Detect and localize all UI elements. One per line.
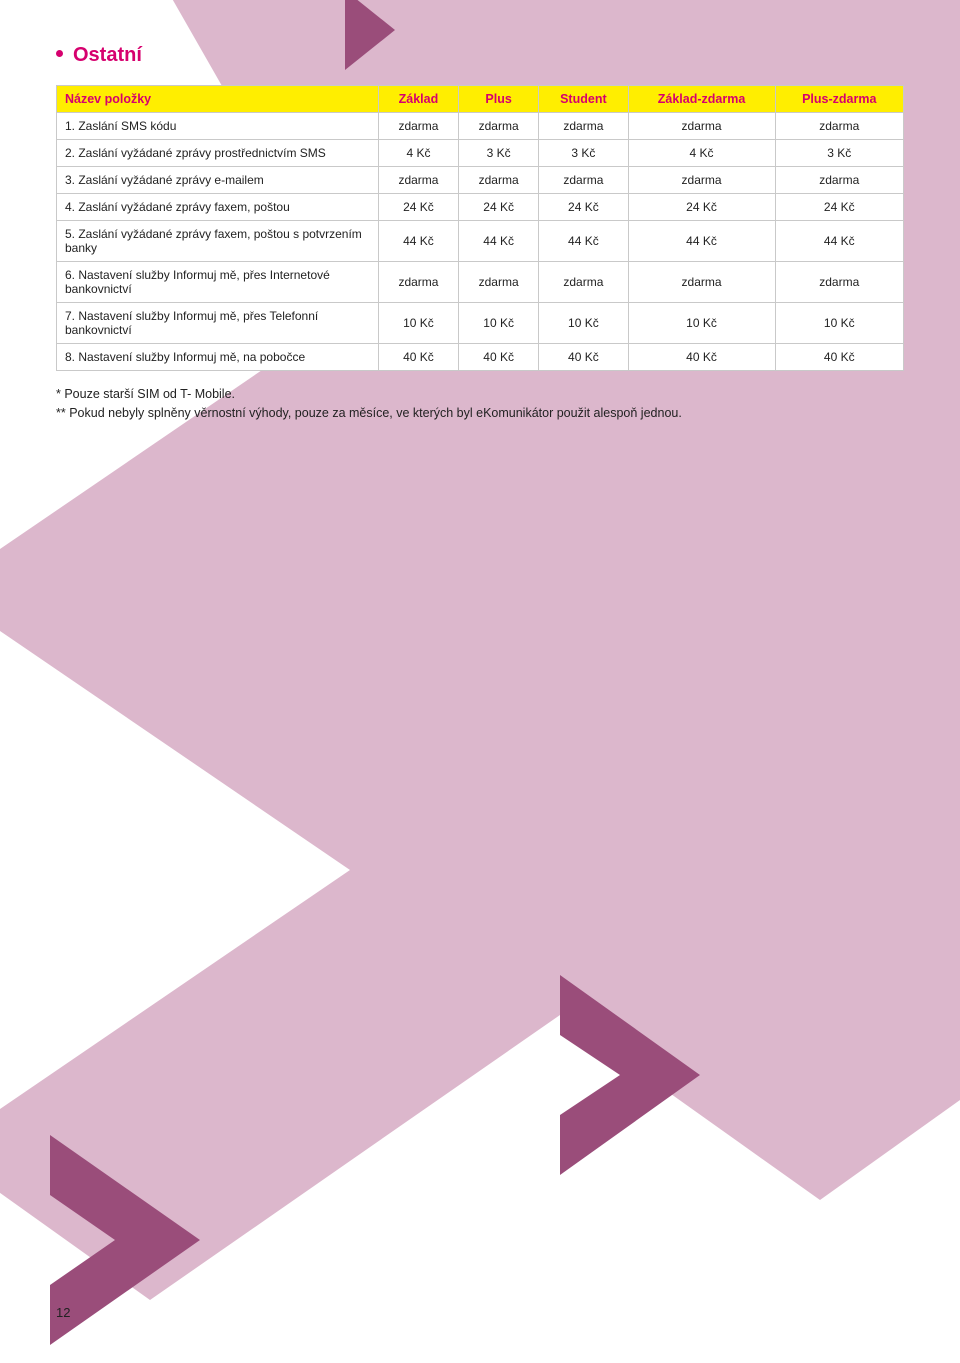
cell: 3 Kč: [775, 140, 903, 167]
cell: 40 Kč: [628, 344, 775, 371]
col-header: Plus: [459, 86, 539, 113]
cell: 24 Kč: [628, 194, 775, 221]
cell: 40 Kč: [378, 344, 458, 371]
row-label: 3. Zaslání vyžádané zprávy e-mailem: [57, 167, 379, 194]
cell: 40 Kč: [459, 344, 539, 371]
cell: zdarma: [628, 262, 775, 303]
col-header: Student: [539, 86, 628, 113]
row-label: 6. Nastavení služby Informuj mě, přes In…: [57, 262, 379, 303]
cell: 44 Kč: [459, 221, 539, 262]
cell: 4 Kč: [378, 140, 458, 167]
cell: 40 Kč: [539, 344, 628, 371]
cell: zdarma: [539, 167, 628, 194]
table-row: 2. Zaslání vyžádané zprávy prostřednictv…: [57, 140, 904, 167]
col-header: Základ-zdarma: [628, 86, 775, 113]
cell: zdarma: [775, 262, 903, 303]
table-row: 1. Zaslání SMS kóduzdarmazdarmazdarmazda…: [57, 113, 904, 140]
cell: 3 Kč: [459, 140, 539, 167]
cell: 24 Kč: [459, 194, 539, 221]
cell: zdarma: [459, 113, 539, 140]
table-header-row: Název položky Základ Plus Student Základ…: [57, 86, 904, 113]
col-header: Základ: [378, 86, 458, 113]
cell: zdarma: [539, 262, 628, 303]
cell: 40 Kč: [775, 344, 903, 371]
row-label: 4. Zaslání vyžádané zprávy faxem, poštou: [57, 194, 379, 221]
cell: 10 Kč: [628, 303, 775, 344]
row-label: 8. Nastavení služby Informuj mě, na pobo…: [57, 344, 379, 371]
cell: zdarma: [459, 262, 539, 303]
row-label: 1. Zaslání SMS kódu: [57, 113, 379, 140]
cell: zdarma: [775, 167, 903, 194]
table-row: 5. Zaslání vyžádané zprávy faxem, poštou…: [57, 221, 904, 262]
cell: 10 Kč: [378, 303, 458, 344]
row-label: 5. Zaslání vyžádané zprávy faxem, poštou…: [57, 221, 379, 262]
cell: zdarma: [459, 167, 539, 194]
pricing-table: Název položky Základ Plus Student Základ…: [56, 85, 904, 371]
cell: zdarma: [628, 167, 775, 194]
cell: 10 Kč: [775, 303, 903, 344]
cell: 3 Kč: [539, 140, 628, 167]
cell: 24 Kč: [539, 194, 628, 221]
col-header: Název položky: [57, 86, 379, 113]
cell: zdarma: [378, 113, 458, 140]
cell: 44 Kč: [378, 221, 458, 262]
section-title: Ostatní: [56, 44, 904, 67]
table-row: 6. Nastavení služby Informuj mě, přes In…: [57, 262, 904, 303]
row-label: 7. Nastavení služby Informuj mě, přes Te…: [57, 303, 379, 344]
footnote-line: * Pouze starší SIM od T- Mobile.: [56, 385, 904, 404]
cell: 10 Kč: [459, 303, 539, 344]
table-row: 8. Nastavení služby Informuj mě, na pobo…: [57, 344, 904, 371]
table-row: 3. Zaslání vyžádané zprávy e-mailemzdarm…: [57, 167, 904, 194]
cell: zdarma: [775, 113, 903, 140]
footnote-line: ** Pokud nebyly splněny věrnostní výhody…: [56, 404, 904, 423]
bullet-icon: [56, 50, 63, 57]
col-header: Plus-zdarma: [775, 86, 903, 113]
footnotes: * Pouze starší SIM od T- Mobile. ** Poku…: [56, 385, 904, 423]
cell: zdarma: [628, 113, 775, 140]
cell: zdarma: [539, 113, 628, 140]
cell: zdarma: [378, 262, 458, 303]
cell: 24 Kč: [378, 194, 458, 221]
section-title-text: Ostatní: [73, 44, 142, 66]
cell: 4 Kč: [628, 140, 775, 167]
cell: zdarma: [378, 167, 458, 194]
cell: 44 Kč: [539, 221, 628, 262]
cell: 44 Kč: [628, 221, 775, 262]
page-number: 12: [56, 1305, 70, 1320]
cell: 44 Kč: [775, 221, 903, 262]
table-row: 7. Nastavení služby Informuj mě, přes Te…: [57, 303, 904, 344]
table-row: 4. Zaslání vyžádané zprávy faxem, poštou…: [57, 194, 904, 221]
row-label: 2. Zaslání vyžádané zprávy prostřednictv…: [57, 140, 379, 167]
cell: 10 Kč: [539, 303, 628, 344]
cell: 24 Kč: [775, 194, 903, 221]
